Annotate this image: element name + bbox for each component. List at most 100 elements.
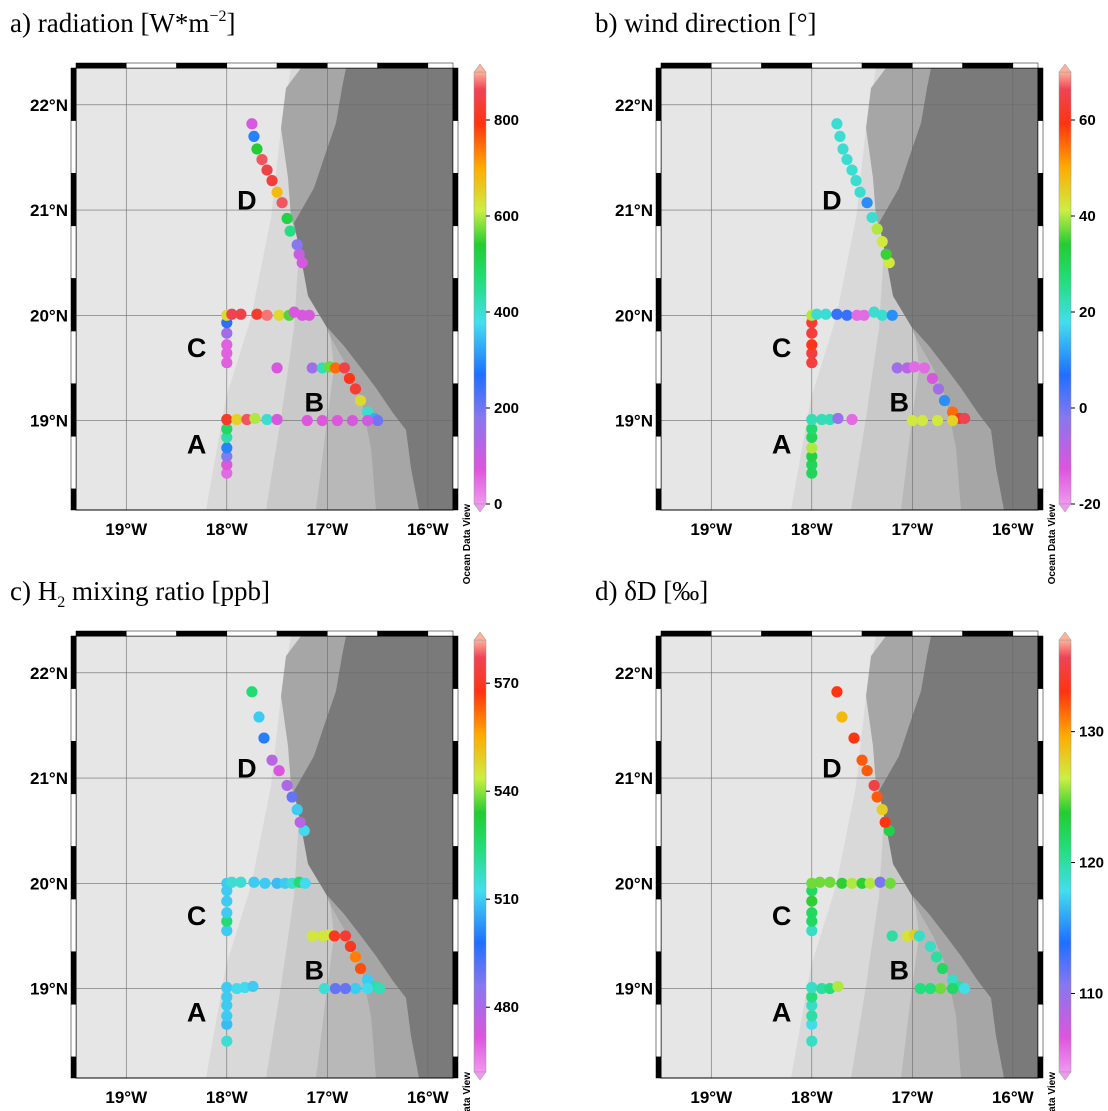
lat-tick-label: 22°N (615, 96, 653, 115)
frame-bar (452, 898, 459, 952)
data-point (221, 339, 233, 351)
data-point (221, 981, 233, 994)
data-point (235, 876, 247, 888)
data-point (374, 982, 386, 995)
map: A B C D (70, 62, 459, 511)
data-point (259, 877, 271, 889)
frame-bar (452, 740, 459, 795)
data-point (932, 383, 945, 395)
data-point (854, 186, 866, 198)
lat-tick-label: 20°N (615, 306, 653, 325)
lat-tick-label: 19°N (615, 412, 653, 431)
data-point (261, 309, 273, 321)
data-point (253, 711, 265, 723)
section-label: B (305, 388, 325, 418)
data-point (824, 876, 836, 888)
data-point (221, 467, 233, 479)
frame-bar (761, 630, 813, 637)
frame-bar (1012, 62, 1039, 69)
data-point (806, 431, 818, 443)
data-point (354, 962, 367, 975)
data-point (303, 309, 315, 321)
lat-tick-label: 19°N (30, 412, 68, 431)
frame-bar (327, 630, 378, 637)
frame-bar (811, 62, 863, 69)
map-background (76, 636, 453, 1078)
data-point (946, 982, 959, 995)
frame-bar (1037, 740, 1044, 795)
frame-bar (655, 488, 662, 511)
frame-bar (655, 1056, 662, 1079)
frame-bar (711, 630, 762, 637)
data-point (246, 686, 258, 698)
data-point (926, 372, 939, 385)
map: A B C D (655, 62, 1044, 511)
data-point (871, 223, 883, 235)
frame-bar (1037, 688, 1044, 742)
lon-tick-label: 16°W (407, 520, 450, 539)
data-point (266, 754, 278, 766)
map-background (76, 68, 453, 510)
data-point (221, 907, 233, 919)
map-background (661, 636, 1038, 1078)
frame-bar (75, 630, 127, 637)
data-point (883, 257, 895, 269)
colorbar-tick-label: 110 (1079, 985, 1103, 1002)
watermark: Ocean Data View (1047, 1072, 1058, 1111)
data-point (343, 372, 356, 385)
frame-bar (655, 278, 662, 332)
panel-d: d) δD [‰] A B C D 19°W 18°W 17°W 16°W 19°N 20°N 21°… (595, 576, 1104, 1111)
data-point (831, 308, 843, 320)
data-point (221, 431, 233, 443)
colorbar-tick-label: 120 (1079, 855, 1104, 872)
data-point (871, 791, 883, 803)
colorbar-tick-label: 540 (494, 783, 519, 800)
panel-title-main: b) wind direction [°] (595, 8, 816, 38)
colorbar-tick-label: 130 (1079, 724, 1104, 741)
lon-tick-label: 18°W (206, 520, 249, 539)
lat-tick-label: 21°N (30, 769, 68, 788)
frame-bar (452, 1004, 459, 1058)
colorbar (1058, 639, 1072, 1073)
section-label: D (237, 754, 257, 784)
data-point (329, 982, 341, 995)
frame-bar (427, 630, 454, 637)
data-point (841, 153, 853, 166)
frame-bar (655, 1004, 662, 1058)
data-point (861, 197, 873, 209)
data-point (339, 930, 352, 942)
data-point (221, 925, 233, 937)
data-point (916, 414, 928, 427)
data-point (868, 779, 880, 792)
lon-tick-label: 18°W (791, 1088, 834, 1107)
lon-tick-label: 17°W (306, 520, 349, 539)
frame-bar (1037, 1056, 1044, 1079)
frame-bar (1037, 172, 1044, 227)
frame-bar (452, 278, 459, 332)
colorbar-tick-label: 600 (494, 208, 519, 225)
frame-bar (1037, 898, 1044, 952)
data-point (806, 442, 818, 454)
data-point (806, 1018, 818, 1030)
data-point (221, 991, 233, 1003)
data-point (346, 414, 359, 427)
data-point (913, 930, 925, 942)
frame-bar (70, 688, 77, 742)
frame-bar (912, 62, 963, 69)
data-point (221, 895, 233, 907)
data-point (349, 951, 362, 963)
section-label: C (187, 901, 207, 931)
panel-title-sup: −2 (209, 8, 226, 25)
data-point (806, 339, 818, 351)
frame-bar (452, 120, 459, 174)
data-point (934, 982, 947, 995)
lon-tick-label: 16°W (407, 1088, 450, 1107)
data-point (226, 308, 238, 320)
data-point (221, 1035, 233, 1047)
colorbar-cap-bottom (473, 1071, 487, 1081)
colorbar-tick-label: 400 (494, 304, 519, 321)
data-point (286, 791, 298, 803)
data-point (946, 414, 959, 427)
frame-bar (1037, 330, 1044, 384)
data-point (261, 164, 273, 176)
